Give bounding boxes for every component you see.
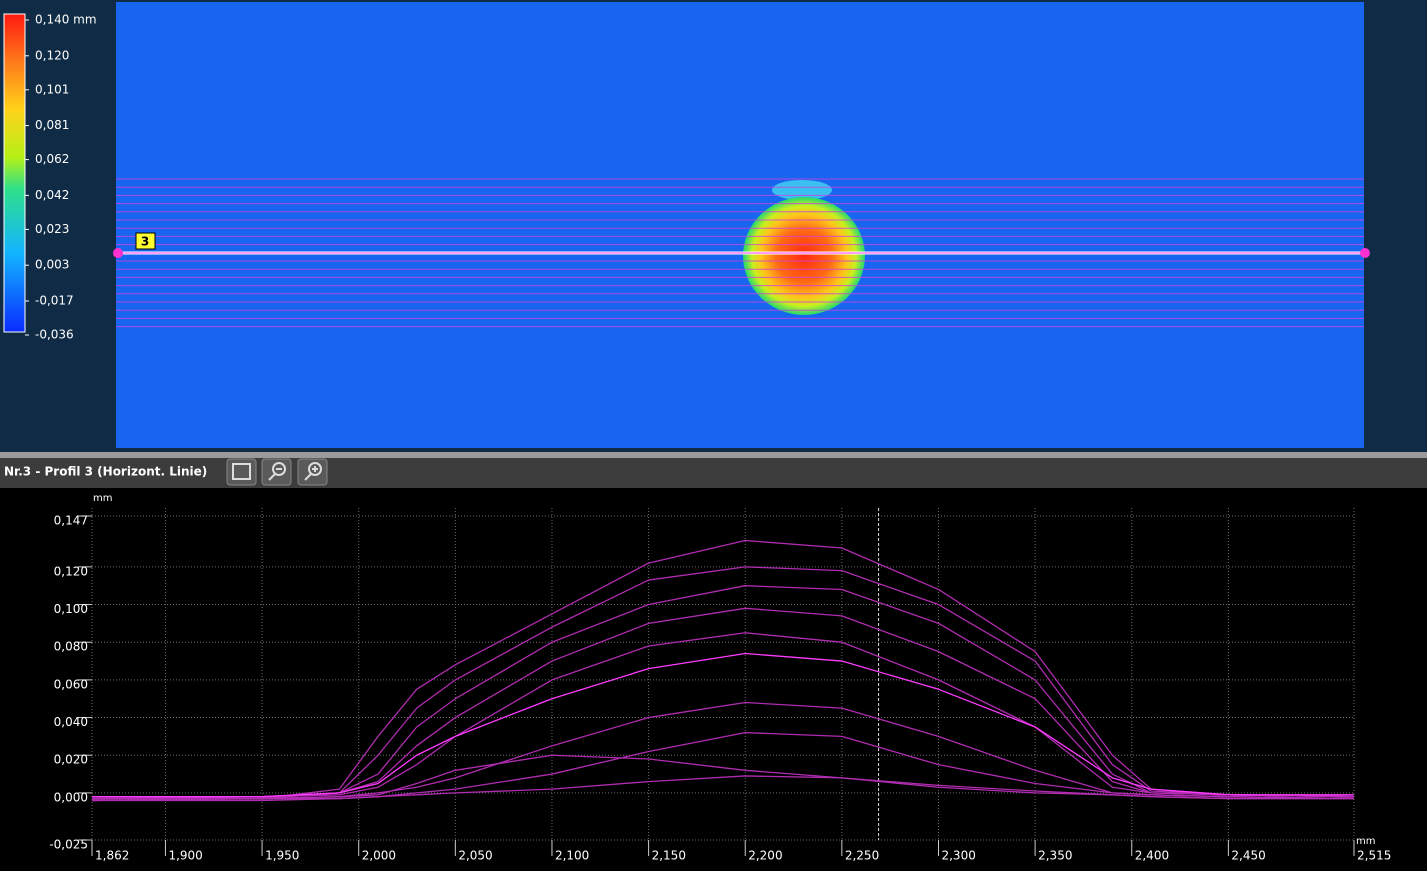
x-tick-label: 2,450: [1231, 849, 1265, 863]
x-unit: mm: [1356, 836, 1375, 847]
profile-curve: [92, 775, 1354, 802]
x-tick-label: 2,400: [1135, 849, 1169, 863]
splitter[interactable]: [0, 452, 1427, 458]
y-tick-label: 0,020: [54, 753, 88, 767]
x-tick-label: 2,150: [652, 849, 686, 863]
colorbar-label: 0,101: [35, 82, 69, 96]
x-tick-label: 2,515: [1357, 849, 1391, 863]
profile-curve: [92, 566, 1355, 800]
y-tick-label: 0,147: [54, 514, 88, 528]
colorbar-label: 0,042: [35, 188, 69, 202]
profile-curve: [91, 632, 1355, 800]
y-tick-label: 0,120: [54, 564, 88, 578]
zoom-fit-button[interactable]: [226, 458, 257, 486]
y-tick-label: 0,100: [54, 602, 88, 616]
x-tick-label: 2,300: [941, 849, 975, 863]
x-tick-label: 1,950: [265, 849, 299, 863]
colorbar-label: 0,120: [35, 48, 69, 62]
profile-curve: [92, 652, 1354, 798]
toolbar: [0, 458, 1427, 488]
x-tick-label: 2,100: [555, 849, 589, 863]
profile-curve: [92, 539, 1355, 800]
y-tick-label: 0,040: [54, 715, 88, 729]
x-tick-label: 2,350: [1038, 849, 1072, 863]
profile-marker: 3: [141, 235, 149, 249]
colorbar-label: 0,140 mm: [35, 13, 97, 27]
y-tick-label: 0,060: [54, 677, 88, 691]
zoom-in-button[interactable]: [297, 458, 328, 486]
zoom-out-button[interactable]: [261, 458, 292, 486]
x-tick-label: 1,900: [168, 849, 202, 863]
colorbar-label: 0,003: [35, 258, 69, 272]
colorbar-label: 0,062: [35, 152, 69, 166]
x-tick-label: 2,200: [748, 849, 782, 863]
colorbar-label: 0,081: [35, 118, 69, 132]
blob-edge: [772, 180, 832, 200]
y-tick-label: -0,025: [49, 838, 88, 852]
colorbar: [3, 13, 26, 333]
profile-handle[interactable]: [113, 248, 123, 258]
colorbar-label: -0,036: [35, 328, 74, 342]
colorbar-label: -0,017: [35, 293, 74, 307]
y-tick-label: 0,080: [54, 640, 88, 654]
blob: [743, 197, 865, 315]
toolbar-title: Nr.3 - Profil 3 (Horizont. Linie): [4, 465, 207, 479]
x-tick-label: 2,000: [362, 849, 396, 863]
x-tick-label: 1,862: [95, 849, 129, 863]
x-tick-label: 2,050: [458, 849, 492, 863]
profile-marker-box: [135, 232, 156, 250]
profile-curve: [91, 607, 1355, 800]
y-unit: mm: [93, 493, 112, 504]
height-map: [116, 2, 1364, 448]
profile-handle[interactable]: [1360, 248, 1370, 258]
x-tick-label: 2,250: [845, 849, 879, 863]
colorbar-label: 0,023: [35, 222, 69, 236]
y-tick-label: 0,000: [54, 790, 88, 804]
